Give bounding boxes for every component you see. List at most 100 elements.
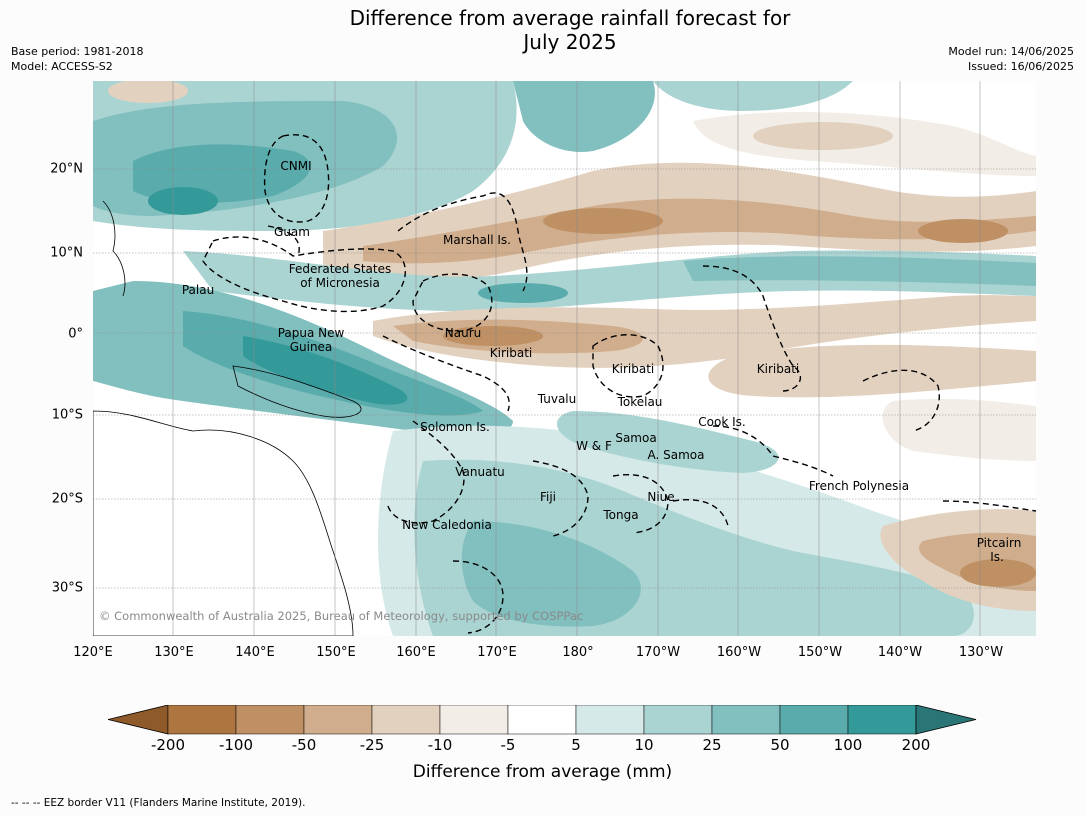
eez-borders xyxy=(202,134,1036,634)
label-nauru: Nauru xyxy=(444,326,482,340)
label-pitcairn-line2: Is. xyxy=(990,550,1004,564)
longitude-label: 120°E xyxy=(73,645,113,660)
brown-band-north-core xyxy=(363,198,1036,264)
meta-right: Model run: 14/06/2025 Issued: 16/06/2025 xyxy=(948,44,1074,74)
label-tokelau: Tokelau xyxy=(617,395,663,409)
label-marshall-islands: Marshall Is. xyxy=(443,233,511,247)
gridlines xyxy=(172,81,981,636)
model-run: Model run: 14/06/2025 xyxy=(948,45,1074,58)
label-guam: Guam xyxy=(274,225,310,239)
label-wallis-futuna: W & F xyxy=(576,439,612,453)
colorbar-segment xyxy=(779,705,849,735)
label-cook-islands: Cook Is. xyxy=(698,415,746,429)
label-american-samoa: A. Samoa xyxy=(647,448,705,462)
colorbar-segment xyxy=(235,705,305,735)
longitude-label: 140°E xyxy=(235,645,275,660)
lat-gridlines xyxy=(93,168,1036,589)
png-coast xyxy=(232,365,362,418)
australia-land xyxy=(93,410,354,636)
label-tonga: Tonga xyxy=(603,508,639,522)
brown-nw xyxy=(108,81,188,103)
label-palau: Palau xyxy=(181,283,215,297)
teal-north-dark xyxy=(148,187,218,215)
label-fsm-line2: of Micronesia xyxy=(300,276,380,290)
brown-fp xyxy=(882,398,1036,461)
colorbar-tick-label: -50 xyxy=(291,736,317,754)
label-pitcairn-line1: Pitcairn xyxy=(976,536,1022,550)
latitude-label: 0° xyxy=(68,326,83,342)
brown-core-1 xyxy=(543,208,663,234)
colorbar-tick-label: -200 xyxy=(150,736,186,754)
label-png-line1: Papua New xyxy=(277,326,345,340)
label-french-polynesia: French Polynesia xyxy=(808,479,910,493)
label-samoa: Samoa xyxy=(615,431,657,445)
label-niue: Niue xyxy=(647,490,675,504)
brown-band-south-dark xyxy=(443,326,543,346)
colorbar-segment xyxy=(439,705,509,735)
colorbar-tick-label: -5 xyxy=(500,736,516,754)
eez-legend-note: -- -- -- EEZ border V11 (Flanders Marine… xyxy=(11,797,306,809)
base-period: Base period: 1981-2018 xyxy=(11,45,144,58)
longitude-label: 150°W xyxy=(797,645,843,660)
colorbar-segment xyxy=(303,705,373,735)
colorbar-segment xyxy=(167,705,237,735)
label-kiribati-central: Kiribati xyxy=(611,362,655,376)
longitude-label: 140°W xyxy=(877,645,923,660)
brown-core-2 xyxy=(918,219,1008,243)
latitude-label: 10°N xyxy=(50,245,83,261)
colorbar-extend-high xyxy=(915,705,977,735)
map-canvas xyxy=(93,81,1036,636)
label-fiji: Fiji xyxy=(539,490,557,504)
title-line-1: Difference from average rainfall forecas… xyxy=(349,6,791,30)
label-fsm-line1: Federated States xyxy=(288,262,392,276)
colorbar-segment xyxy=(847,705,917,735)
longitude-label: 170°E xyxy=(477,645,517,660)
latitude-label: 20°S xyxy=(51,491,83,507)
teal-png-dark xyxy=(243,336,408,405)
longitude-label: 180° xyxy=(562,645,594,660)
label-vanuatu: Vanuatu xyxy=(455,465,505,479)
longitude-label: 160°W xyxy=(716,645,762,660)
label-kiribati-east: Kiribati xyxy=(756,362,800,376)
colorbar-tick-label: 100 xyxy=(833,736,863,754)
colorbar-tick-label: -100 xyxy=(218,736,254,754)
longitude-label: 150°E xyxy=(316,645,356,660)
colorbar-segment xyxy=(371,705,441,735)
colorbar xyxy=(108,705,977,735)
label-kiribati-west: Kiribati xyxy=(489,346,533,360)
label-cnmi: CNMI xyxy=(280,159,312,173)
colorbar-segment xyxy=(711,705,781,735)
colorbar-tick-label: -25 xyxy=(359,736,385,754)
colorbar-segment xyxy=(643,705,713,735)
latitude-label: 10°S xyxy=(51,407,83,423)
label-solomon-islands: Solomon Is. xyxy=(420,420,490,434)
teal-n2 xyxy=(653,81,853,111)
teal-south-core xyxy=(461,521,641,627)
teal-eq-core xyxy=(683,256,1036,286)
latitude-label: 30°S xyxy=(51,580,83,596)
label-png-line2: Guinea xyxy=(289,340,333,354)
title-line-2: July 2025 xyxy=(523,30,617,54)
brown-central xyxy=(708,344,1036,398)
colorbar-segment xyxy=(507,705,577,735)
brown-ne-1 xyxy=(753,122,893,150)
colorbar-tick-label: 200 xyxy=(901,736,931,754)
model-name: Model: ACCESS-S2 xyxy=(11,60,113,73)
philippines-coast xyxy=(102,200,126,297)
longitude-label: 130°W xyxy=(958,645,1004,660)
teal-sc xyxy=(556,411,779,473)
colorbar-tick-label: 10 xyxy=(634,736,654,754)
chart-title: Difference from average rainfall forecas… xyxy=(0,6,1085,54)
label-new-caledonia: New Caledonia xyxy=(402,518,492,532)
colorbar-segment xyxy=(575,705,645,735)
longitude-label: 130°E xyxy=(154,645,194,660)
colorbar-title: Difference from average (mm) xyxy=(412,762,673,782)
label-tuvalu: Tuvalu xyxy=(537,392,577,406)
colorbar-tick-label: 5 xyxy=(571,736,581,754)
copyright-notice: © Commonwealth of Australia 2025, Bureau… xyxy=(99,609,584,623)
colorbar-extend-low xyxy=(108,705,169,735)
colorbar-tick-label: 25 xyxy=(702,736,722,754)
colorbar-tick-label: 50 xyxy=(770,736,790,754)
colorbar-tick-label: -10 xyxy=(427,736,453,754)
rainfall-map xyxy=(93,81,1036,636)
